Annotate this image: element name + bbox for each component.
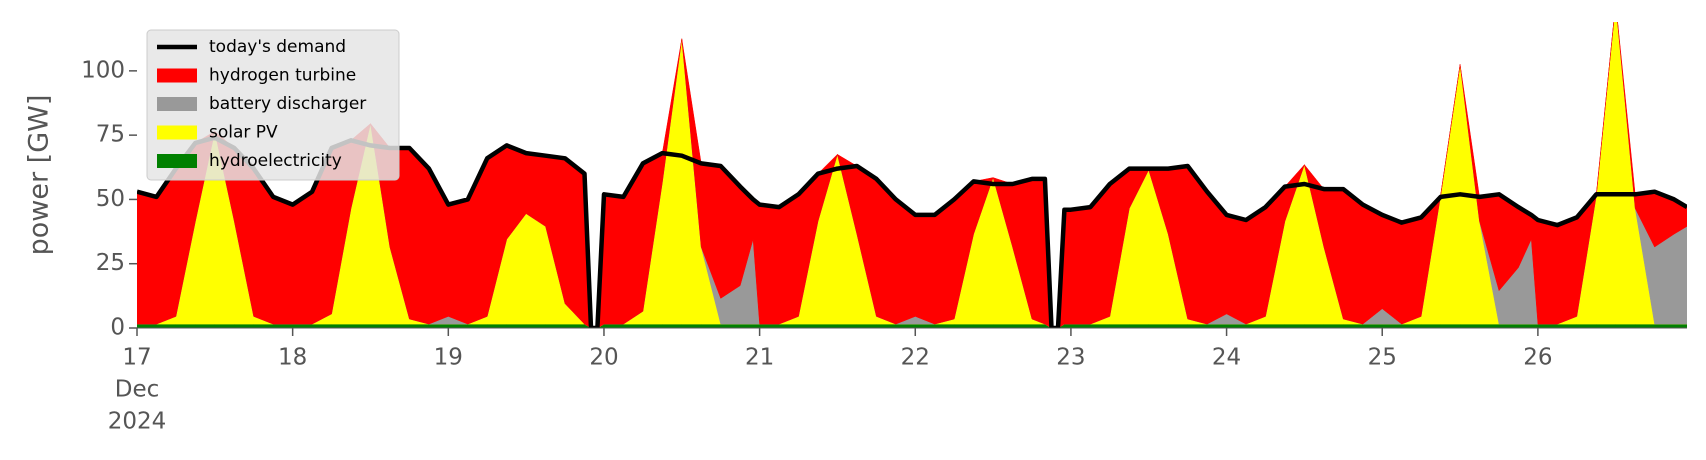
- x-tick-label: 22: [901, 345, 930, 371]
- x-tick-sublabel: Dec: [115, 377, 160, 403]
- legend-box: [146, 29, 400, 181]
- legend-label: today's demand: [209, 37, 346, 57]
- legend-label: hydroelectricity: [209, 151, 342, 171]
- area-4: [137, 323, 1687, 328]
- legend-swatch: [157, 154, 197, 168]
- x-tick-sublabel: 2024: [108, 409, 167, 435]
- legend-swatch: [157, 125, 197, 140]
- x-tick-label: 19: [434, 345, 463, 371]
- demand-line: [137, 135, 1687, 328]
- legend-swatch: [157, 97, 197, 111]
- y-axis-label: power [GW]: [24, 95, 55, 256]
- x-tick-label: 26: [1523, 345, 1552, 371]
- y-tick-label: 25: [96, 250, 125, 276]
- x-tick-label: 21: [745, 345, 774, 371]
- y-tick-label: 50: [96, 186, 125, 212]
- x-tick-label: 20: [589, 345, 618, 371]
- x-tick-label: 23: [1056, 345, 1085, 371]
- x-tick-label: 17: [122, 345, 151, 371]
- y-tick-label: 100: [81, 57, 125, 83]
- legend-label: hydrogen turbine: [209, 66, 356, 86]
- legend-label: battery discharger: [209, 94, 366, 114]
- plot-area: [137, 22, 1687, 328]
- y-tick-label: 0: [110, 315, 125, 341]
- legend-label: solar PV: [209, 123, 278, 143]
- x-tick-label: 25: [1368, 345, 1397, 371]
- legend-swatch: [157, 68, 197, 83]
- area-1: [137, 22, 1687, 328]
- x-tick-label: 18: [278, 345, 307, 371]
- y-tick-label: 75: [96, 122, 125, 148]
- x-tick-label: 24: [1212, 345, 1241, 371]
